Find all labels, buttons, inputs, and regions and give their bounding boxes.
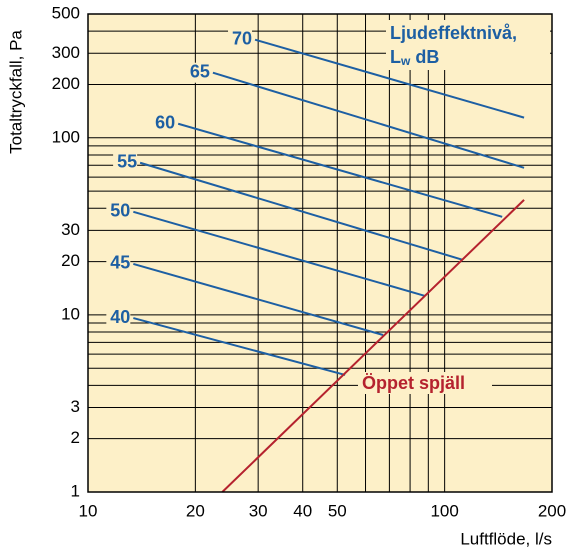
y-tick-label: 30 (61, 220, 80, 239)
y-axis-label: Totaltryckfall, Pa (6, 30, 25, 154)
y-tick-label: 200 (52, 74, 80, 93)
series-label: 55 (117, 151, 137, 171)
y-tick-label: 100 (52, 127, 80, 146)
series-label: 50 (110, 201, 130, 221)
legend-subscript: w (400, 54, 411, 68)
plot-background (88, 14, 552, 492)
legend-background (386, 20, 550, 70)
x-tick-label: 100 (430, 501, 458, 520)
series-line (212, 71, 525, 169)
series-label: 45 (110, 253, 130, 273)
label-background (113, 152, 138, 173)
series-label: 60 (155, 113, 175, 133)
x-tick-label: 40 (293, 501, 312, 520)
annotation-background (358, 372, 492, 394)
series-label: 65 (190, 61, 210, 81)
legend-unit-text: dB (415, 47, 439, 67)
y-tick-label: 10 (61, 304, 80, 323)
series-line (139, 161, 463, 261)
series-label: 40 (110, 307, 130, 327)
label-background (106, 253, 131, 274)
legend-unit: Lw dB (390, 47, 439, 68)
legend-title: Ljudeffektnivå, (390, 23, 517, 43)
label-background (185, 62, 210, 83)
x-tick-label: 10 (79, 501, 98, 520)
y-tick-label: 1 (71, 481, 80, 500)
series-line (221, 199, 525, 493)
y-tick-label: 20 (61, 251, 80, 270)
series-label: 70 (232, 28, 252, 48)
label-background (151, 113, 176, 134)
series-line (133, 317, 346, 376)
annotation: Öppet spjäll (362, 373, 465, 393)
series-line (177, 122, 503, 218)
series-line (133, 210, 426, 297)
x-tick-label: 30 (249, 501, 268, 520)
x-tick-label: 50 (328, 501, 347, 520)
y-tick-label: 500 (52, 3, 80, 22)
series-line (133, 262, 384, 336)
plot-border (87, 13, 553, 493)
series-line (254, 38, 525, 119)
label-background (106, 308, 131, 329)
legend-symbol: L (390, 47, 401, 67)
x-tick-label: 200 (538, 501, 566, 520)
y-tick-label: 300 (52, 43, 80, 62)
y-tick-label: 3 (71, 397, 80, 416)
label-background (228, 29, 253, 50)
x-axis-label: Luftflöde, l/s (460, 529, 552, 548)
x-tick-label: 20 (186, 501, 205, 520)
label-background (106, 201, 131, 222)
y-tick-label: 2 (71, 428, 80, 447)
